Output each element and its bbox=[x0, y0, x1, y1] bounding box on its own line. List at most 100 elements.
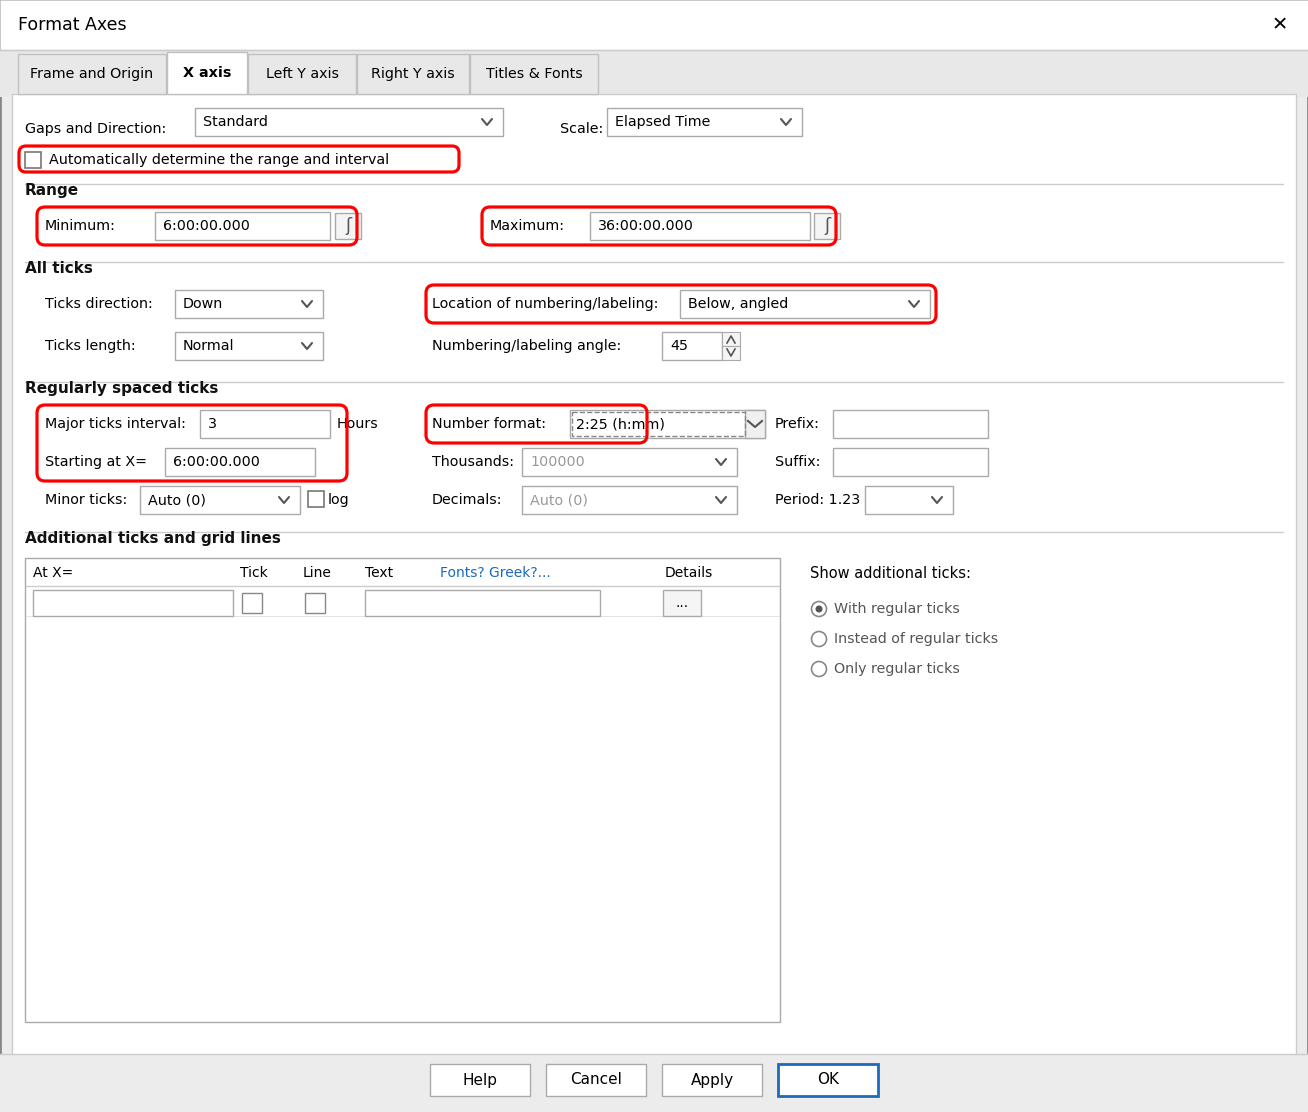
Bar bbox=[167, 52, 247, 95]
Text: 6:00:00.000: 6:00:00.000 bbox=[164, 219, 250, 234]
Bar bbox=[722, 346, 740, 360]
Bar bbox=[865, 486, 954, 514]
Bar bbox=[305, 593, 324, 613]
Bar bbox=[26, 620, 780, 652]
Circle shape bbox=[811, 632, 827, 646]
Bar bbox=[722, 332, 740, 346]
Bar bbox=[662, 1064, 763, 1096]
Bar bbox=[0, 1054, 1308, 1112]
Text: Auto (0): Auto (0) bbox=[530, 493, 589, 507]
Bar bbox=[430, 1064, 530, 1096]
Bar bbox=[663, 590, 701, 616]
Bar bbox=[200, 410, 330, 438]
Text: Period: 1.23: Period: 1.23 bbox=[776, 493, 861, 507]
Text: Below, angled: Below, angled bbox=[688, 297, 789, 311]
Text: Hours: Hours bbox=[337, 417, 379, 431]
Bar bbox=[833, 448, 988, 476]
Bar bbox=[156, 212, 330, 240]
Text: Auto (0): Auto (0) bbox=[148, 493, 205, 507]
Text: Suffix:: Suffix: bbox=[776, 455, 820, 469]
Text: Down: Down bbox=[183, 297, 224, 311]
Text: Decimals:: Decimals: bbox=[432, 493, 502, 507]
Bar bbox=[25, 152, 41, 168]
Text: 3: 3 bbox=[208, 417, 217, 431]
Bar bbox=[18, 54, 166, 95]
Text: ʃ: ʃ bbox=[824, 217, 831, 235]
Text: Frame and Origin: Frame and Origin bbox=[30, 67, 153, 81]
Bar bbox=[746, 410, 765, 438]
Text: Additional ticks and grid lines: Additional ticks and grid lines bbox=[25, 532, 281, 546]
Bar bbox=[0, 0, 1308, 50]
Text: Only regular ticks: Only regular ticks bbox=[835, 662, 960, 676]
Bar bbox=[570, 410, 765, 438]
Text: Thousands:: Thousands: bbox=[432, 455, 514, 469]
Text: Prefix:: Prefix: bbox=[776, 417, 820, 431]
Bar bbox=[680, 290, 930, 318]
Circle shape bbox=[811, 662, 827, 676]
Bar bbox=[522, 448, 736, 476]
Bar bbox=[26, 748, 780, 780]
Text: X axis: X axis bbox=[183, 66, 232, 80]
Bar bbox=[140, 486, 300, 514]
Text: ...: ... bbox=[675, 596, 688, 610]
Text: Numbering/labeling angle:: Numbering/labeling angle: bbox=[432, 339, 621, 353]
Text: All ticks: All ticks bbox=[25, 261, 93, 276]
Circle shape bbox=[815, 606, 823, 613]
Text: Titles & Fonts: Titles & Fonts bbox=[485, 67, 582, 81]
Text: 36:00:00.000: 36:00:00.000 bbox=[598, 219, 693, 234]
Text: At X=: At X= bbox=[33, 566, 73, 580]
Bar bbox=[195, 108, 504, 136]
Text: Instead of regular ticks: Instead of regular ticks bbox=[835, 632, 998, 646]
Text: Ticks length:: Ticks length: bbox=[44, 339, 136, 353]
Text: Tick: Tick bbox=[239, 566, 268, 580]
Text: Minimum:: Minimum: bbox=[44, 219, 116, 234]
Text: Range: Range bbox=[25, 183, 78, 198]
Text: Fonts? Greek?...: Fonts? Greek?... bbox=[439, 566, 551, 580]
Bar bbox=[357, 54, 470, 95]
Text: Right Y axis: Right Y axis bbox=[371, 67, 455, 81]
Text: Number format:: Number format: bbox=[432, 417, 545, 431]
Bar bbox=[662, 332, 722, 360]
Bar bbox=[307, 492, 324, 507]
Bar bbox=[470, 54, 598, 95]
Text: Gaps and Direction:: Gaps and Direction: bbox=[25, 122, 166, 136]
Text: 45: 45 bbox=[670, 339, 688, 353]
Bar bbox=[545, 1064, 646, 1096]
Bar bbox=[778, 1064, 878, 1096]
Text: Show additional ticks:: Show additional ticks: bbox=[810, 566, 971, 580]
Text: Details: Details bbox=[664, 566, 713, 580]
Text: Ticks direction:: Ticks direction: bbox=[44, 297, 153, 311]
Bar bbox=[175, 332, 323, 360]
Bar bbox=[33, 590, 233, 616]
Bar bbox=[165, 448, 315, 476]
Bar bbox=[814, 214, 840, 239]
Bar bbox=[12, 95, 1296, 1058]
Bar bbox=[26, 684, 780, 716]
Text: OK: OK bbox=[818, 1072, 838, 1088]
Text: Help: Help bbox=[463, 1072, 497, 1088]
Text: With regular ticks: With regular ticks bbox=[835, 602, 960, 616]
Text: 100000: 100000 bbox=[530, 455, 585, 469]
Text: Starting at X=: Starting at X= bbox=[44, 455, 146, 469]
Text: Left Y axis: Left Y axis bbox=[266, 67, 339, 81]
Bar bbox=[365, 590, 600, 616]
Bar bbox=[335, 214, 361, 239]
Text: Scale:: Scale: bbox=[560, 122, 603, 136]
Text: Text: Text bbox=[365, 566, 394, 580]
Text: Apply: Apply bbox=[691, 1072, 734, 1088]
Text: Cancel: Cancel bbox=[570, 1072, 621, 1088]
Bar bbox=[590, 212, 810, 240]
Text: Elapsed Time: Elapsed Time bbox=[615, 115, 710, 129]
Circle shape bbox=[811, 602, 827, 616]
Bar bbox=[0, 50, 1308, 97]
Bar bbox=[175, 290, 323, 318]
Text: ʃ: ʃ bbox=[345, 217, 351, 235]
Text: Location of numbering/labeling:: Location of numbering/labeling: bbox=[432, 297, 658, 311]
Text: Line: Line bbox=[303, 566, 332, 580]
Text: Format Axes: Format Axes bbox=[18, 16, 127, 34]
Bar bbox=[249, 54, 356, 95]
Text: Minor ticks:: Minor ticks: bbox=[44, 493, 127, 507]
Bar bbox=[522, 486, 736, 514]
Text: Standard: Standard bbox=[203, 115, 268, 129]
Text: log: log bbox=[328, 493, 349, 507]
